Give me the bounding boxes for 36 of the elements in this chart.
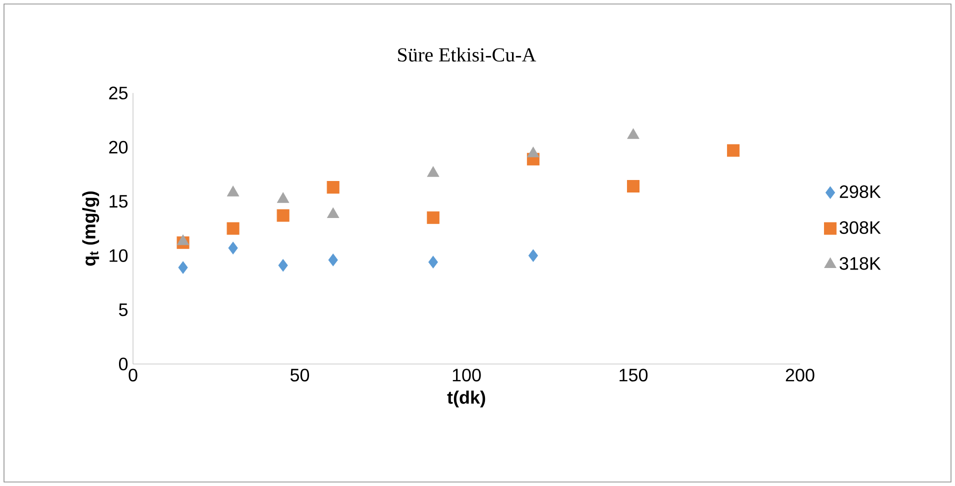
- y-tick-label: 5: [118, 304, 128, 316]
- x-tick-label: 0: [128, 368, 138, 382]
- legend-label: 318K: [840, 257, 881, 270]
- point: [226, 222, 240, 235]
- y-tick-label: 0: [118, 358, 128, 370]
- point: [327, 207, 340, 218]
- point: [426, 211, 440, 224]
- x-tick-label: 100: [452, 368, 481, 382]
- point: [527, 146, 540, 158]
- x-axis-title: t(dk): [447, 390, 486, 408]
- point: [278, 259, 288, 272]
- point: [277, 192, 290, 203]
- point: [178, 261, 188, 274]
- point: [227, 186, 240, 196]
- y-tick-label: 25: [109, 86, 128, 100]
- point: [228, 242, 238, 254]
- x-tick-label: 200: [786, 368, 814, 382]
- x-tick-label: 150: [620, 368, 648, 382]
- point: [328, 254, 338, 266]
- point: [727, 144, 740, 157]
- point: [176, 234, 190, 246]
- legend-label: 298K: [840, 185, 881, 198]
- point: [276, 209, 290, 222]
- y-tick-label: 15: [110, 195, 128, 208]
- point: [326, 181, 340, 194]
- point: [427, 166, 440, 177]
- chart-title: Süre Etkisi-Cu-A: [398, 48, 536, 62]
- point: [528, 249, 538, 262]
- text: q$_{t}$ (mg/g): [82, 191, 100, 266]
- y-tick-label: 20: [109, 140, 128, 154]
- point: [626, 180, 640, 192]
- point: [428, 256, 438, 268]
- x-tick-label: 50: [290, 368, 310, 382]
- y-tick-label: 10: [110, 249, 128, 262]
- point: [627, 128, 640, 139]
- legend-label: 308K: [840, 221, 881, 234]
